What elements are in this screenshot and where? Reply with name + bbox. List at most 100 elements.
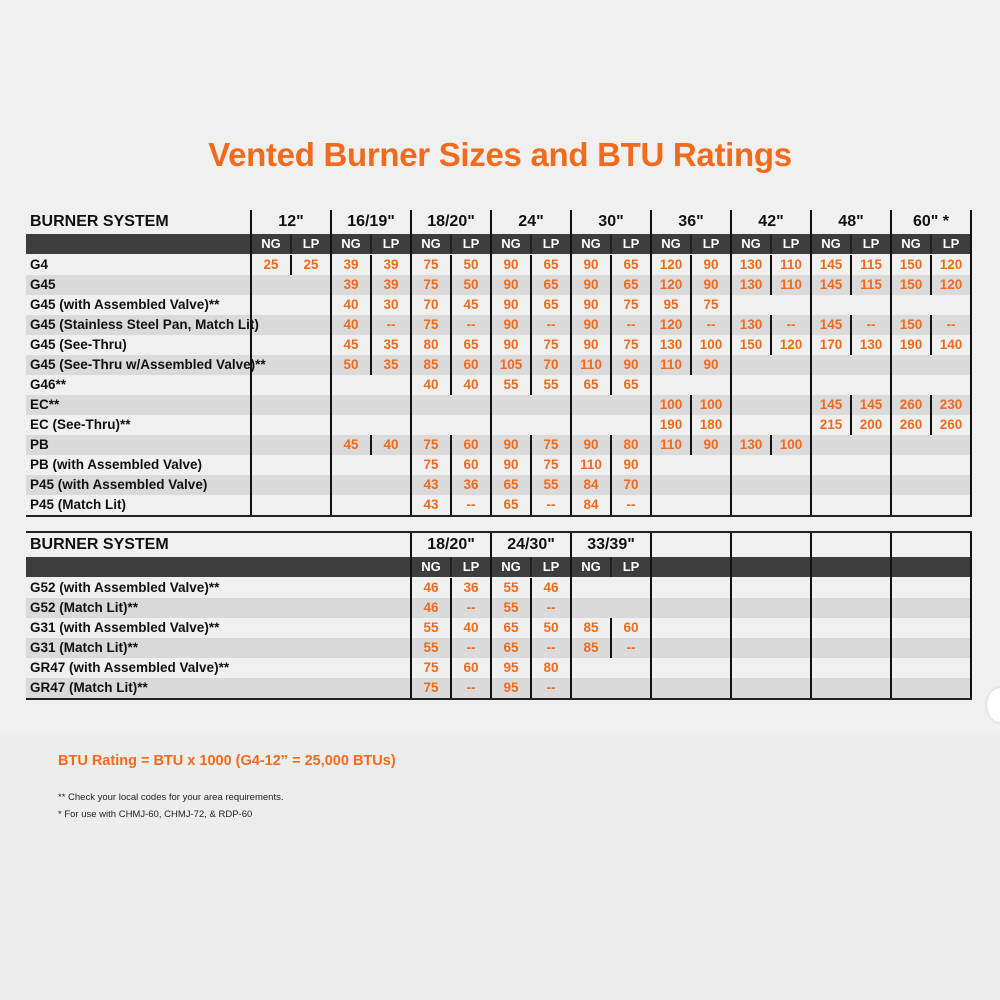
size-header: 33/39" bbox=[587, 536, 635, 553]
lp-value: 75 bbox=[543, 457, 559, 472]
ng-value: 55 bbox=[503, 580, 519, 595]
cell-divider bbox=[530, 315, 532, 335]
lp-value: 65 bbox=[623, 277, 639, 292]
page-title: Vented Burner Sizes and BTU Ratings bbox=[208, 136, 792, 173]
ng-value: 90 bbox=[503, 277, 519, 292]
lp-value: 110 bbox=[780, 257, 802, 272]
column-divider bbox=[250, 210, 252, 515]
size-header: 12" bbox=[278, 213, 304, 230]
cell-divider bbox=[930, 335, 932, 355]
ng-value: 75 bbox=[423, 317, 439, 332]
table-row: G31 (Match Lit)** bbox=[26, 638, 972, 658]
cell-divider bbox=[610, 295, 612, 315]
lp-value: 65 bbox=[543, 297, 559, 312]
ng-value: 46 bbox=[423, 600, 439, 615]
cell-divider bbox=[530, 375, 532, 395]
ng-value: 100 bbox=[659, 397, 683, 412]
lp-value: 65 bbox=[623, 377, 639, 392]
ng-value: 75 bbox=[423, 437, 439, 452]
cell-divider bbox=[450, 255, 452, 275]
ng-value: 65 bbox=[503, 497, 519, 512]
cell-divider bbox=[690, 295, 692, 315]
cell-divider bbox=[690, 395, 692, 415]
lp-value: 50 bbox=[543, 620, 559, 635]
ng-value: 90 bbox=[503, 437, 519, 452]
cell-divider bbox=[770, 315, 772, 335]
ng-value: 90 bbox=[503, 457, 519, 472]
table-row: G31 (with Assembled Valve)** bbox=[26, 618, 972, 638]
lp-value: -- bbox=[786, 317, 796, 332]
ng-value: 95 bbox=[663, 297, 679, 312]
column-divider bbox=[890, 533, 892, 698]
lp-value: 100 bbox=[699, 337, 723, 352]
cell-divider bbox=[450, 455, 452, 475]
cell-divider bbox=[530, 255, 532, 275]
lp-value: -- bbox=[946, 317, 956, 332]
ng-value: 65 bbox=[503, 640, 519, 655]
row-label: G52 (with Assembled Valve)** bbox=[30, 580, 220, 595]
lp-header: LP bbox=[702, 236, 720, 251]
cell-divider bbox=[370, 335, 372, 355]
cell-divider bbox=[530, 618, 532, 638]
lp-value: 120 bbox=[779, 337, 803, 352]
cell-divider bbox=[450, 315, 452, 335]
lp-header: LP bbox=[462, 559, 480, 574]
row-label: PB bbox=[30, 437, 49, 452]
ng-value: 260 bbox=[899, 417, 923, 432]
ng-header: NG bbox=[821, 236, 841, 251]
lp-value: 100 bbox=[699, 397, 723, 412]
scroll-handle[interactable] bbox=[987, 688, 1000, 722]
lp-value: 30 bbox=[383, 297, 399, 312]
cell-divider bbox=[690, 415, 692, 435]
lp-value: 46 bbox=[543, 580, 559, 595]
cell-divider bbox=[610, 335, 612, 355]
ng-value: 85 bbox=[423, 357, 439, 372]
lp-value: -- bbox=[546, 600, 556, 615]
cell-divider bbox=[850, 335, 852, 355]
ng-value: 95 bbox=[503, 660, 519, 675]
cell-divider bbox=[530, 435, 532, 455]
cell-divider bbox=[450, 335, 452, 355]
ng-header: NG bbox=[901, 236, 921, 251]
ng-value: 145 bbox=[819, 317, 843, 332]
lp-value: -- bbox=[466, 680, 476, 695]
ng-value: 95 bbox=[503, 680, 519, 695]
lp-value: 65 bbox=[623, 257, 639, 272]
ng-value: 150 bbox=[899, 317, 923, 332]
lp-value: 40 bbox=[463, 620, 479, 635]
lp-value: 200 bbox=[859, 417, 883, 432]
lp-value: -- bbox=[546, 497, 556, 512]
cell-divider bbox=[770, 275, 772, 295]
lp-value: -- bbox=[866, 317, 876, 332]
column-divider bbox=[490, 210, 492, 515]
ng-value: 45 bbox=[343, 437, 359, 452]
lp-value: 115 bbox=[860, 277, 882, 292]
size-header: 36" bbox=[678, 213, 704, 230]
sub-divider bbox=[290, 234, 292, 254]
sub-divider bbox=[370, 234, 372, 254]
column-divider bbox=[970, 210, 972, 515]
column-divider bbox=[650, 210, 652, 515]
column-divider bbox=[650, 533, 652, 698]
cell-divider bbox=[770, 435, 772, 455]
ng-header: NG bbox=[341, 236, 361, 251]
size-header: 48" bbox=[838, 213, 864, 230]
lp-value: 50 bbox=[463, 257, 479, 272]
lp-value: 75 bbox=[543, 437, 559, 452]
row-label: GR47 (Match Lit)** bbox=[30, 680, 148, 695]
ng-value: 65 bbox=[503, 477, 519, 492]
size-header: 42" bbox=[758, 213, 784, 230]
cell-divider bbox=[610, 618, 612, 638]
lp-value: 110 bbox=[780, 277, 802, 292]
lp-value: -- bbox=[386, 317, 396, 332]
cell-divider bbox=[530, 275, 532, 295]
lp-value: 60 bbox=[463, 660, 479, 675]
ng-header: NG bbox=[501, 559, 521, 574]
cell-divider bbox=[610, 375, 612, 395]
ng-value: 39 bbox=[343, 277, 359, 292]
size-header: 18/20" bbox=[427, 536, 475, 553]
column-divider bbox=[490, 533, 492, 698]
cell-divider bbox=[530, 455, 532, 475]
cell-divider bbox=[610, 255, 612, 275]
cell-divider bbox=[930, 395, 932, 415]
